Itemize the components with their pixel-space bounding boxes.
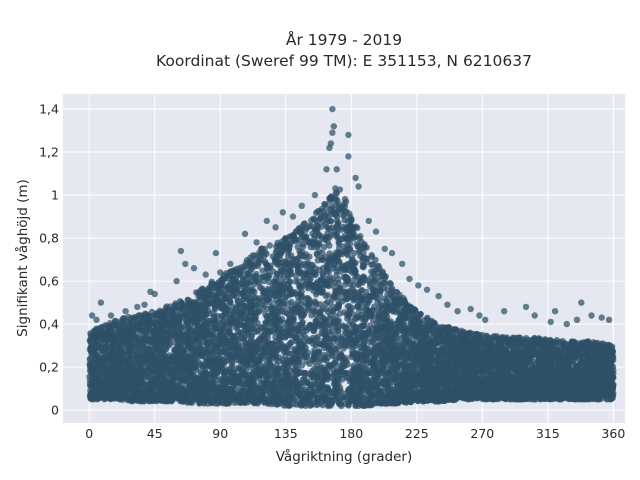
data-point	[302, 369, 309, 377]
data-point	[265, 388, 272, 396]
data-point	[306, 222, 313, 230]
data-point	[332, 185, 339, 192]
data-point	[382, 312, 389, 319]
data-point	[332, 294, 339, 301]
data-point	[211, 305, 219, 313]
data-points	[86, 105, 617, 409]
data-point	[287, 339, 294, 347]
data-point	[332, 189, 340, 197]
data-point	[246, 268, 254, 275]
data-point	[321, 243, 328, 251]
